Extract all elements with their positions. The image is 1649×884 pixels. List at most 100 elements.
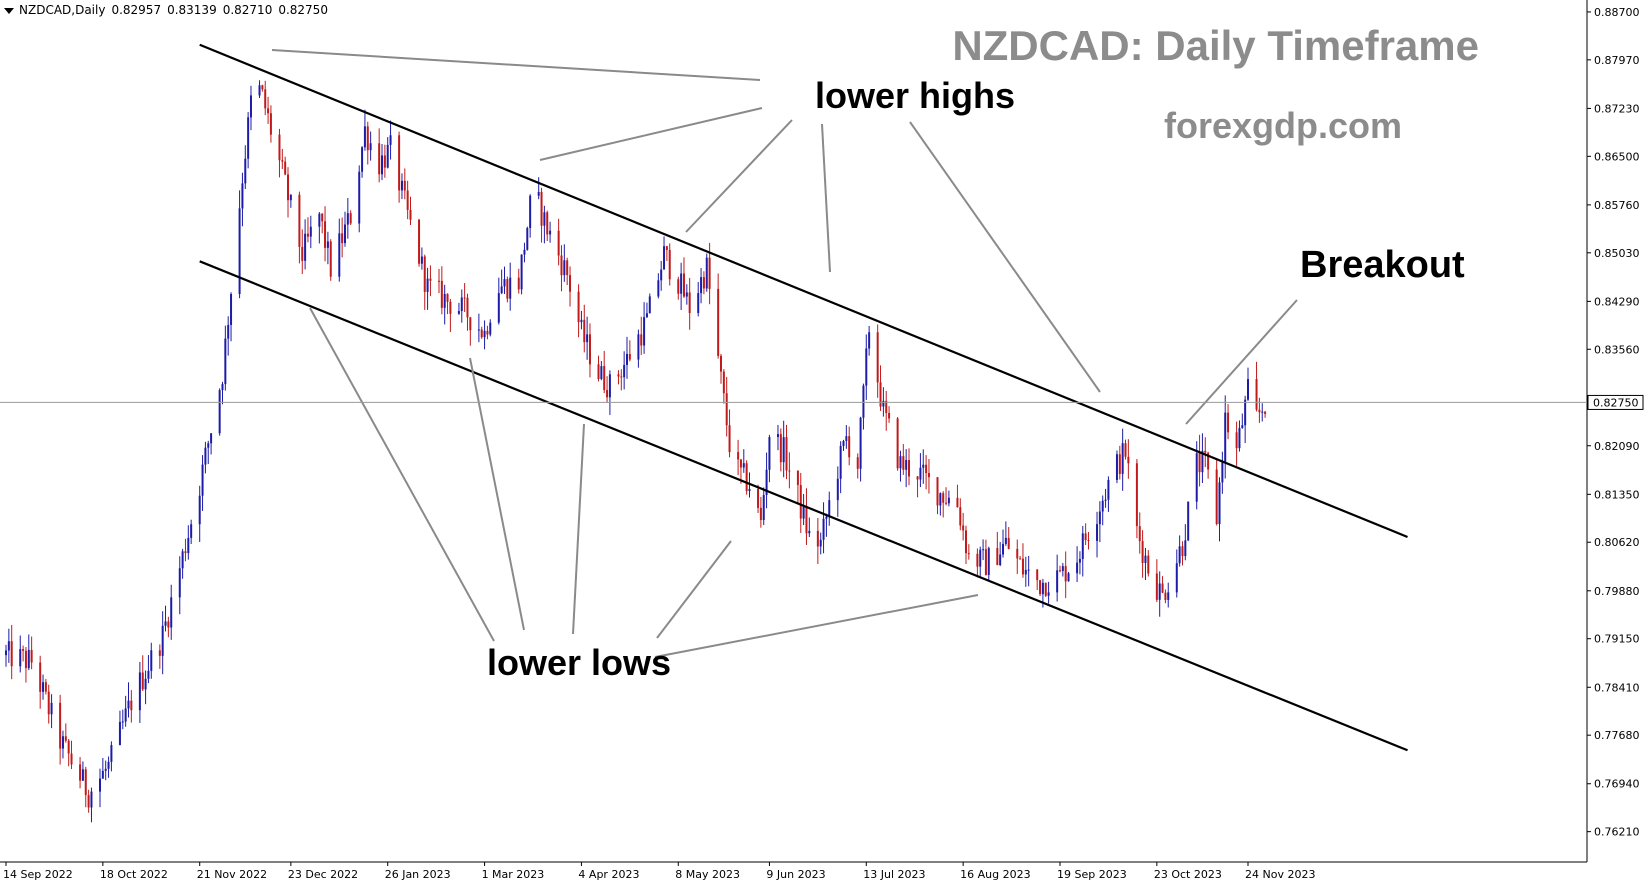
candle-body <box>184 551 187 554</box>
candle-body <box>486 330 489 335</box>
candle-body <box>517 277 520 290</box>
candle-body <box>677 279 680 294</box>
candle-body <box>796 470 799 486</box>
x-tick-label: 19 Sep 2023 <box>1057 868 1127 881</box>
candle-body <box>22 649 25 651</box>
candle-body <box>1004 537 1007 544</box>
candle-body <box>161 625 164 656</box>
candle-body <box>603 366 606 391</box>
annotation-pointer <box>539 107 763 161</box>
candle-body <box>267 108 270 114</box>
annotation-pointer <box>572 423 585 635</box>
candle-body <box>962 525 965 531</box>
candle-body <box>1016 548 1019 559</box>
candle-body <box>369 143 372 151</box>
candle-body <box>287 174 290 201</box>
candle-body <box>688 292 691 313</box>
candle-body <box>258 85 261 96</box>
candle-body <box>218 390 221 434</box>
candle-body <box>628 353 631 360</box>
dropdown-triangle-icon[interactable] <box>4 7 14 14</box>
candle-body <box>466 297 469 318</box>
candle-body <box>1061 566 1064 572</box>
candle-body <box>1147 555 1150 574</box>
candle-body <box>802 505 805 519</box>
candle-body <box>725 393 728 426</box>
candle-body <box>383 155 386 168</box>
candle-body <box>828 500 831 517</box>
candle-body <box>705 257 708 289</box>
candlestick-series <box>5 80 1267 823</box>
candle-body <box>1204 450 1207 453</box>
candle-body <box>1264 411 1267 414</box>
candle-body <box>278 134 281 161</box>
candle-body <box>765 469 768 496</box>
candle-body <box>680 273 683 294</box>
candle-body <box>261 85 264 90</box>
candle-body <box>1021 558 1024 575</box>
candle-body <box>742 463 745 468</box>
candle-body <box>64 736 67 741</box>
candle-body <box>557 230 560 256</box>
current-price-box <box>1587 394 1644 410</box>
candle-body <box>247 117 250 159</box>
candle-body <box>776 434 779 438</box>
candle-body <box>682 273 685 297</box>
candle-body <box>1076 562 1079 574</box>
candle-body <box>722 371 725 394</box>
candle-body <box>1175 563 1178 593</box>
candle-body <box>141 672 144 690</box>
candle-body <box>600 366 603 380</box>
candle-body <box>326 241 329 248</box>
candle-body <box>979 549 982 567</box>
candle-body <box>959 507 962 526</box>
y-tick-label: 0.83560 <box>1594 343 1640 356</box>
candle-body <box>665 246 668 250</box>
candle-body <box>908 460 911 477</box>
candle-body <box>779 434 782 463</box>
candle-body <box>7 641 10 651</box>
candle-body <box>87 795 90 808</box>
candle-body <box>207 443 210 448</box>
candle-body <box>1187 501 1190 541</box>
candle-body <box>720 355 723 372</box>
candle-body <box>224 338 227 385</box>
low-value: 0.82710 <box>222 3 273 17</box>
candle-body <box>842 441 845 446</box>
candle-body <box>1024 569 1027 575</box>
candle-body <box>945 502 948 504</box>
candle-body <box>1002 543 1005 555</box>
candle-body <box>449 301 452 314</box>
candle-body <box>509 277 512 299</box>
candle-body <box>124 708 127 722</box>
candle-body <box>964 530 967 554</box>
channel-lower-line <box>199 260 1408 752</box>
candle-body <box>1019 558 1022 560</box>
candle-body <box>418 219 421 264</box>
candle-body <box>1244 399 1247 426</box>
annotation-pointer <box>309 307 495 642</box>
candle-body <box>343 224 346 244</box>
x-tick-label: 4 Apr 2023 <box>578 868 639 881</box>
x-tick-label: 24 Nov 2023 <box>1245 868 1315 881</box>
candle-body <box>922 464 925 468</box>
y-tick-label: 0.79150 <box>1594 633 1640 646</box>
y-tick-label: 0.88700 <box>1594 6 1640 19</box>
candle-body <box>1178 546 1181 564</box>
site-watermark: forexgdp.com <box>1164 105 1403 146</box>
candle-body <box>520 254 523 290</box>
candle-body <box>67 740 70 754</box>
candle-body <box>788 470 791 472</box>
candle-body <box>329 241 332 277</box>
candle-body <box>1047 592 1050 596</box>
candle-body <box>138 672 141 711</box>
candle-body <box>526 228 529 250</box>
high-value: 0.83139 <box>167 3 217 17</box>
candle-body <box>110 745 113 762</box>
y-tick-label: 0.82090 <box>1594 440 1640 453</box>
candle-body <box>626 353 628 365</box>
candle-body <box>762 495 765 521</box>
lower-highs-label: lower highs <box>815 75 1016 116</box>
